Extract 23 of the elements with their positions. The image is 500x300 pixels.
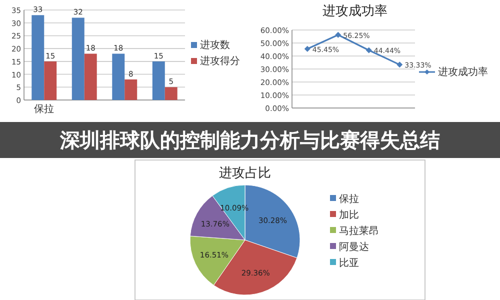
legend-label: 马拉莱昂 xyxy=(339,225,379,237)
legend-label: 加比 xyxy=(339,209,359,221)
point xyxy=(396,62,403,68)
bar xyxy=(112,54,125,100)
bar xyxy=(84,54,97,100)
legend-label: 阿曼达 xyxy=(339,241,369,253)
point xyxy=(335,32,342,38)
bar xyxy=(72,18,84,100)
chart-title: 进攻成功率 xyxy=(322,3,388,19)
bar xyxy=(152,61,165,100)
bar xyxy=(164,87,178,100)
point xyxy=(366,47,372,54)
bar xyxy=(32,15,44,100)
legend-label: 比亚 xyxy=(339,257,359,269)
legend-label: 进攻得分 xyxy=(200,55,240,67)
chart-title: 进攻占比 xyxy=(219,166,271,181)
bar xyxy=(124,79,138,100)
legend-label: 进攻数 xyxy=(200,39,230,51)
legend-label: 保拉 xyxy=(339,193,359,205)
point xyxy=(304,46,310,52)
bar xyxy=(44,61,57,100)
legend-label: 进攻成功率 xyxy=(438,66,488,78)
text: 深圳排球队的控制能力分析与比赛得失总结 xyxy=(59,128,440,152)
